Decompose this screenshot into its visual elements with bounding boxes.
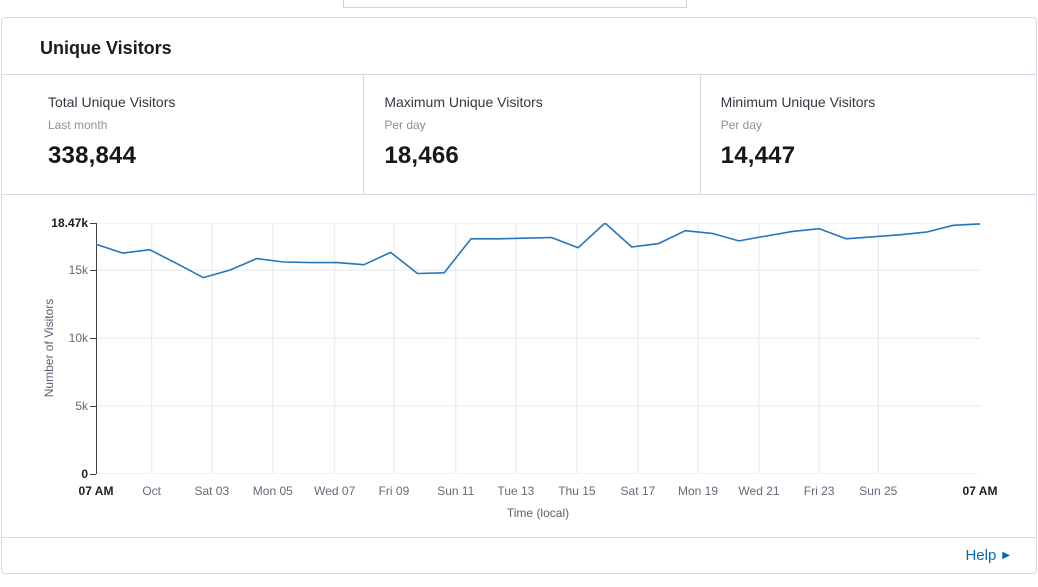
y-tick-label: 18.47k [51,216,88,230]
unique-visitors-line [96,223,980,279]
cut-off-panel-left [0,0,344,8]
cut-off-panels-strip [0,0,1038,10]
x-tick-label: 07 AM [78,484,114,498]
stat-sublabel: Per day [384,118,426,132]
stat-minimum-unique-visitors: Minimum Unique Visitors Per day 14,447 [701,75,1036,194]
y-tick-label: 5k [75,399,88,414]
divider [2,74,1036,75]
divider [2,194,1036,195]
stat-sublabel: Per day [720,118,763,132]
stat-label: Minimum Unique Visitors [720,94,876,110]
stat-total-unique-visitors: Total Unique Visitors Last month 338,844 [2,75,365,194]
unique-visitors-panel: Unique Visitors Total Unique Visitors La… [1,17,1037,574]
chevron-right-icon: ▶ [1002,550,1010,561]
help-link[interactable]: Help ▶ [965,547,1010,564]
x-tick-label: Sun 11 [437,484,475,498]
x-tick-label: Tue 13 [497,484,535,498]
stat-label: Total Unique Visitors [48,94,176,110]
panel-footer: Help ▶ [2,537,1036,573]
chart: Number of Visitors 0 5k 10k 15k 18.47k 07 AM O… [2,195,1036,537]
x-tick-label: Wed 07 [314,484,356,498]
x-tick-label: Thu 15 [558,484,596,498]
page-title: Unique Visitors [40,38,172,58]
x-tick-label: Sat 03 [194,484,230,498]
panel-header: Unique Visitors [2,18,1036,74]
stat-maximum-unique-visitors: Maximum Unique Visitors Per day 18,466 [364,75,701,194]
stat-sublabel: Last month [48,118,108,132]
x-tick-label: Sun 25 [859,484,898,498]
x-tick-label: Mon 05 [252,484,293,498]
x-tick-label: Oct [142,484,162,498]
x-tick-label: Fri 23 [803,484,835,498]
metric-stats-row: Total Unique Visitors Last month 338,844… [2,75,1036,194]
stat-value: 338,844 [48,142,137,169]
stat-value: 14,447 [720,142,796,169]
x-tick-label: 07 AM [962,484,998,498]
x-tick-label: Mon 19 [677,484,719,498]
x-tick-label: Fri 09 [378,484,410,498]
y-tick-label: 15k [68,263,88,278]
x-tick-label: Wed 21 [738,484,780,498]
stat-label: Maximum Unique Visitors [384,94,543,110]
y-tick-label: 0 [81,467,88,481]
y-tick-mark [90,474,96,475]
cut-off-panel-right [344,0,687,8]
stat-value: 18,466 [384,142,459,169]
x-axis-title: Time (local) [506,506,570,520]
plot-area[interactable] [96,223,980,474]
x-tick-label: Sat 17 [620,484,656,498]
y-axis-title: Number of Visitors [42,298,56,398]
help-link-label: Help [965,547,997,564]
